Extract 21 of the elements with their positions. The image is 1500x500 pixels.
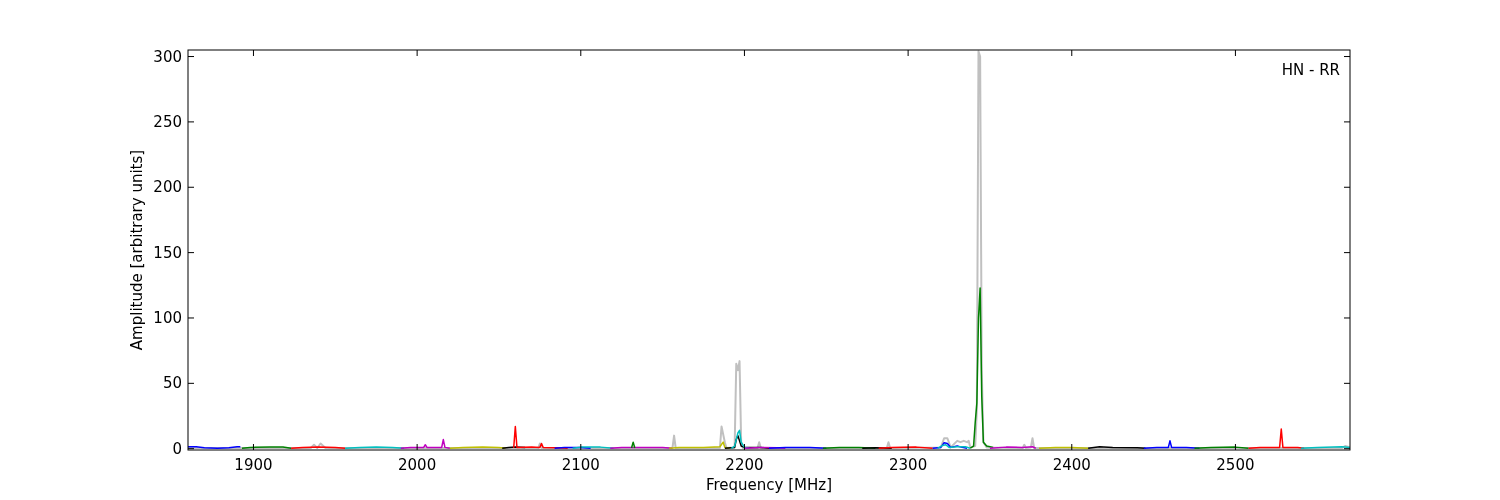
x-tick-label: 1900 bbox=[234, 456, 273, 474]
y-tick-label: 300 bbox=[153, 47, 182, 66]
y-tick-label: 150 bbox=[153, 243, 182, 262]
y-tick-label: 50 bbox=[162, 374, 182, 393]
y-tick-label: 250 bbox=[153, 112, 182, 131]
y-tick-label: 0 bbox=[172, 439, 182, 458]
x-tick-label: 2500 bbox=[1216, 456, 1255, 474]
y-tick-label: 100 bbox=[153, 308, 182, 327]
line-series bbox=[400, 438, 451, 450]
x-axis-title: Frequency [MHz] bbox=[705, 476, 833, 494]
x-tick-label: 2000 bbox=[398, 456, 437, 474]
x-tick-label: 2100 bbox=[561, 456, 600, 474]
line-series bbox=[512, 425, 569, 450]
x-tick-label: 2200 bbox=[725, 456, 764, 474]
line-series bbox=[969, 287, 994, 449]
annotation: HN - RR bbox=[1281, 61, 1340, 79]
y-axis-title: Amplitude [arbitrary units] bbox=[128, 149, 146, 351]
line-series bbox=[188, 50, 1350, 450]
y-tick-label: 200 bbox=[153, 178, 182, 197]
x-tick-label: 2300 bbox=[889, 456, 928, 474]
x-tick-label: 2400 bbox=[1052, 456, 1091, 474]
